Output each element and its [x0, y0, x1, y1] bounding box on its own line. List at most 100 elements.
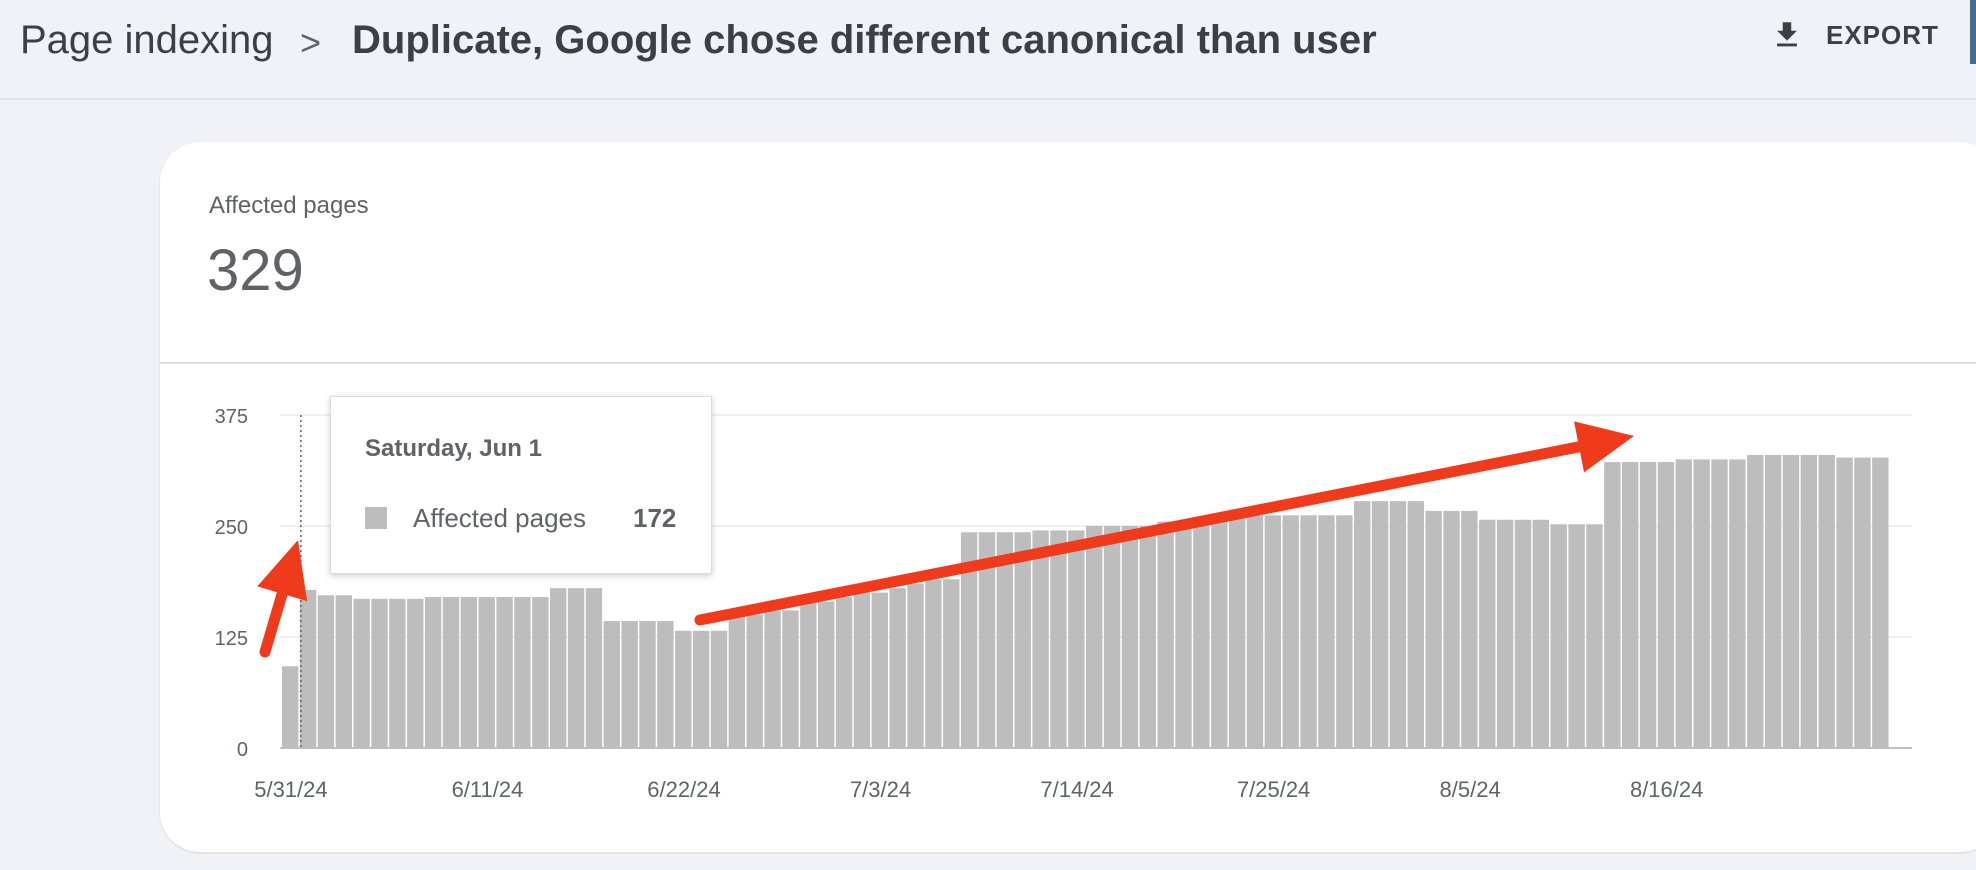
bar — [1193, 518, 1210, 748]
bar — [1568, 524, 1585, 748]
bar — [1800, 454, 1818, 748]
bar — [1157, 521, 1174, 748]
bar — [550, 588, 567, 748]
x-tick-label: 8/5/24 — [1440, 777, 1501, 802]
bar — [1175, 521, 1192, 748]
bar — [567, 588, 585, 748]
affected-pages-count: 329 — [207, 238, 304, 303]
bar — [1336, 515, 1353, 748]
bar — [960, 532, 978, 748]
bar — [335, 595, 352, 748]
bar — [442, 597, 460, 748]
side-panel-edge — [1970, 0, 1976, 64]
bar — [353, 598, 370, 748]
bar — [978, 532, 996, 748]
bar — [1407, 501, 1424, 748]
bar — [889, 588, 906, 748]
bar — [1246, 515, 1264, 748]
tooltip-series-label: Affected pages — [413, 503, 586, 533]
bar — [1729, 459, 1746, 748]
bar — [1514, 519, 1532, 748]
bar — [1103, 526, 1121, 748]
bar — [299, 589, 317, 748]
bar — [1586, 524, 1603, 748]
bar — [1211, 518, 1228, 748]
bar — [407, 598, 424, 748]
bar — [1639, 462, 1657, 748]
export-label: EXPORT — [1826, 19, 1939, 50]
bar — [1764, 454, 1782, 748]
bar — [496, 597, 513, 748]
chevron-right-icon: > — [300, 22, 322, 63]
bar — [818, 601, 835, 748]
bar — [460, 597, 478, 748]
bar — [1782, 454, 1800, 748]
page-title: Duplicate, Google chose different canoni… — [352, 18, 1377, 62]
bar — [943, 579, 960, 748]
red-arrow-annotation-start — [257, 540, 308, 658]
bar — [1461, 510, 1478, 748]
bar — [1693, 459, 1710, 748]
red-arrow-annotation-trend — [694, 421, 1634, 626]
y-tick-label: 250 — [215, 517, 248, 539]
y-tick-label: 0 — [237, 739, 248, 761]
bar — [1086, 526, 1103, 748]
bar — [1264, 515, 1282, 748]
bar — [532, 597, 549, 748]
bar — [1228, 515, 1246, 748]
bar — [907, 583, 924, 748]
download-icon — [1777, 22, 1797, 47]
bar — [1550, 524, 1567, 748]
bar — [424, 597, 442, 748]
bar — [1675, 459, 1692, 748]
bar — [1282, 515, 1299, 748]
bar — [1050, 530, 1067, 748]
bar — [1532, 519, 1550, 748]
export-button[interactable]: EXPORT — [1770, 18, 1939, 52]
page-header: Page indexing > Duplicate, Google chose … — [0, 0, 1976, 100]
y-tick-label: 375 — [215, 406, 248, 428]
bar — [1657, 462, 1675, 748]
bar — [603, 621, 620, 748]
x-tick-label: 5/31/24 — [254, 777, 327, 802]
bar — [1389, 501, 1407, 748]
bar — [710, 630, 728, 748]
bar — [782, 610, 799, 748]
bar — [514, 597, 531, 748]
bar — [1479, 519, 1496, 748]
bar — [800, 601, 817, 748]
bar — [853, 592, 871, 748]
bar — [728, 614, 746, 748]
bar — [1818, 454, 1835, 748]
bar — [1872, 457, 1889, 748]
y-tick-label: 125 — [215, 628, 248, 650]
bar — [317, 595, 335, 748]
bar — [478, 597, 495, 748]
bar — [996, 532, 1014, 748]
x-tick-label: 7/3/24 — [850, 777, 911, 802]
x-tick-label: 8/16/24 — [1630, 777, 1703, 802]
tooltip-series-value: 172 — [633, 503, 677, 533]
bar — [1300, 515, 1317, 748]
bar — [1354, 501, 1371, 748]
breadcrumb-page-indexing[interactable]: Page indexing — [20, 18, 274, 62]
bar — [1854, 457, 1871, 748]
bar — [692, 630, 710, 748]
bar — [746, 614, 763, 748]
x-tick-label: 7/14/24 — [1040, 777, 1113, 802]
bar — [639, 621, 656, 748]
bar — [835, 597, 853, 748]
bar — [1604, 462, 1621, 748]
bar — [1425, 510, 1442, 748]
bar — [764, 610, 781, 748]
bar — [1711, 459, 1728, 748]
affected-pages-label: Affected pages — [209, 192, 369, 219]
x-tick-label: 6/11/24 — [452, 777, 524, 802]
tooltip-date: Saturday, Jun 1 — [365, 435, 542, 462]
bar — [282, 666, 299, 748]
bar — [925, 579, 942, 748]
bar — [1014, 532, 1031, 748]
bar — [1747, 454, 1764, 748]
bar — [1032, 530, 1049, 748]
